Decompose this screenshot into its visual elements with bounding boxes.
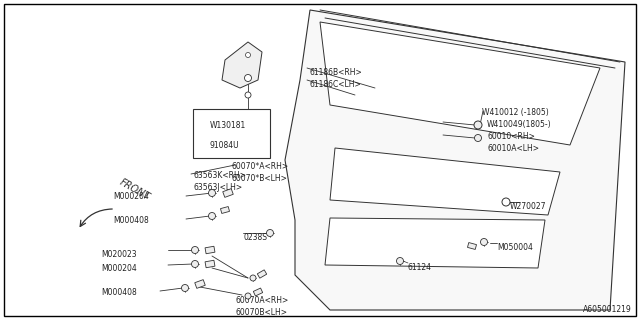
Text: 61186C<LH>: 61186C<LH> (310, 80, 362, 89)
Text: 60070B<LH>: 60070B<LH> (235, 308, 287, 317)
Text: A605001219: A605001219 (583, 305, 632, 314)
Text: 91084U: 91084U (210, 141, 239, 150)
Circle shape (481, 238, 488, 245)
Circle shape (246, 52, 250, 58)
Polygon shape (330, 148, 560, 215)
Text: W410049(1805-): W410049(1805-) (487, 120, 552, 129)
Circle shape (209, 212, 216, 220)
Bar (205, 246, 215, 254)
Circle shape (209, 189, 216, 196)
Circle shape (474, 134, 481, 141)
Circle shape (245, 92, 251, 98)
Text: 60010<RH>: 60010<RH> (487, 132, 535, 141)
Text: M000204: M000204 (101, 264, 137, 273)
Text: 0238S: 0238S (243, 233, 267, 242)
Text: W270027: W270027 (510, 202, 547, 211)
Bar (467, 243, 477, 250)
Polygon shape (325, 218, 545, 268)
Polygon shape (285, 10, 625, 310)
Circle shape (191, 260, 198, 268)
Circle shape (191, 246, 198, 253)
Bar (257, 270, 267, 278)
Polygon shape (222, 42, 262, 88)
Circle shape (245, 293, 251, 299)
Bar (205, 260, 215, 268)
Circle shape (250, 275, 256, 281)
Text: FRONT: FRONT (118, 177, 152, 202)
Circle shape (397, 258, 403, 265)
Text: M000408: M000408 (113, 216, 148, 225)
Text: 60070*B<LH>: 60070*B<LH> (231, 174, 287, 183)
Text: 60010A<LH>: 60010A<LH> (487, 144, 539, 153)
Text: 60070*A<RH>: 60070*A<RH> (231, 162, 288, 171)
Bar (253, 288, 262, 296)
Bar (221, 206, 230, 213)
Circle shape (502, 198, 510, 206)
Circle shape (182, 284, 189, 292)
Bar (195, 280, 205, 288)
Circle shape (474, 121, 482, 129)
Text: W410012 (-1805): W410012 (-1805) (482, 108, 548, 117)
Text: M000204: M000204 (113, 192, 148, 201)
Text: M050004: M050004 (497, 243, 533, 252)
Circle shape (244, 75, 252, 82)
Text: M020023: M020023 (101, 250, 136, 259)
Text: 61124: 61124 (408, 263, 432, 272)
Text: M000408: M000408 (101, 288, 137, 297)
Text: W130181: W130181 (210, 121, 246, 130)
Bar (193, 109, 270, 158)
Bar (223, 189, 233, 197)
Text: 61186B<RH>: 61186B<RH> (310, 68, 363, 77)
Circle shape (266, 229, 273, 236)
Text: 63563J<LH>: 63563J<LH> (193, 183, 242, 192)
Polygon shape (320, 22, 600, 145)
Text: 60070A<RH>: 60070A<RH> (235, 296, 288, 305)
Text: 63563K<RH>: 63563K<RH> (193, 171, 246, 180)
